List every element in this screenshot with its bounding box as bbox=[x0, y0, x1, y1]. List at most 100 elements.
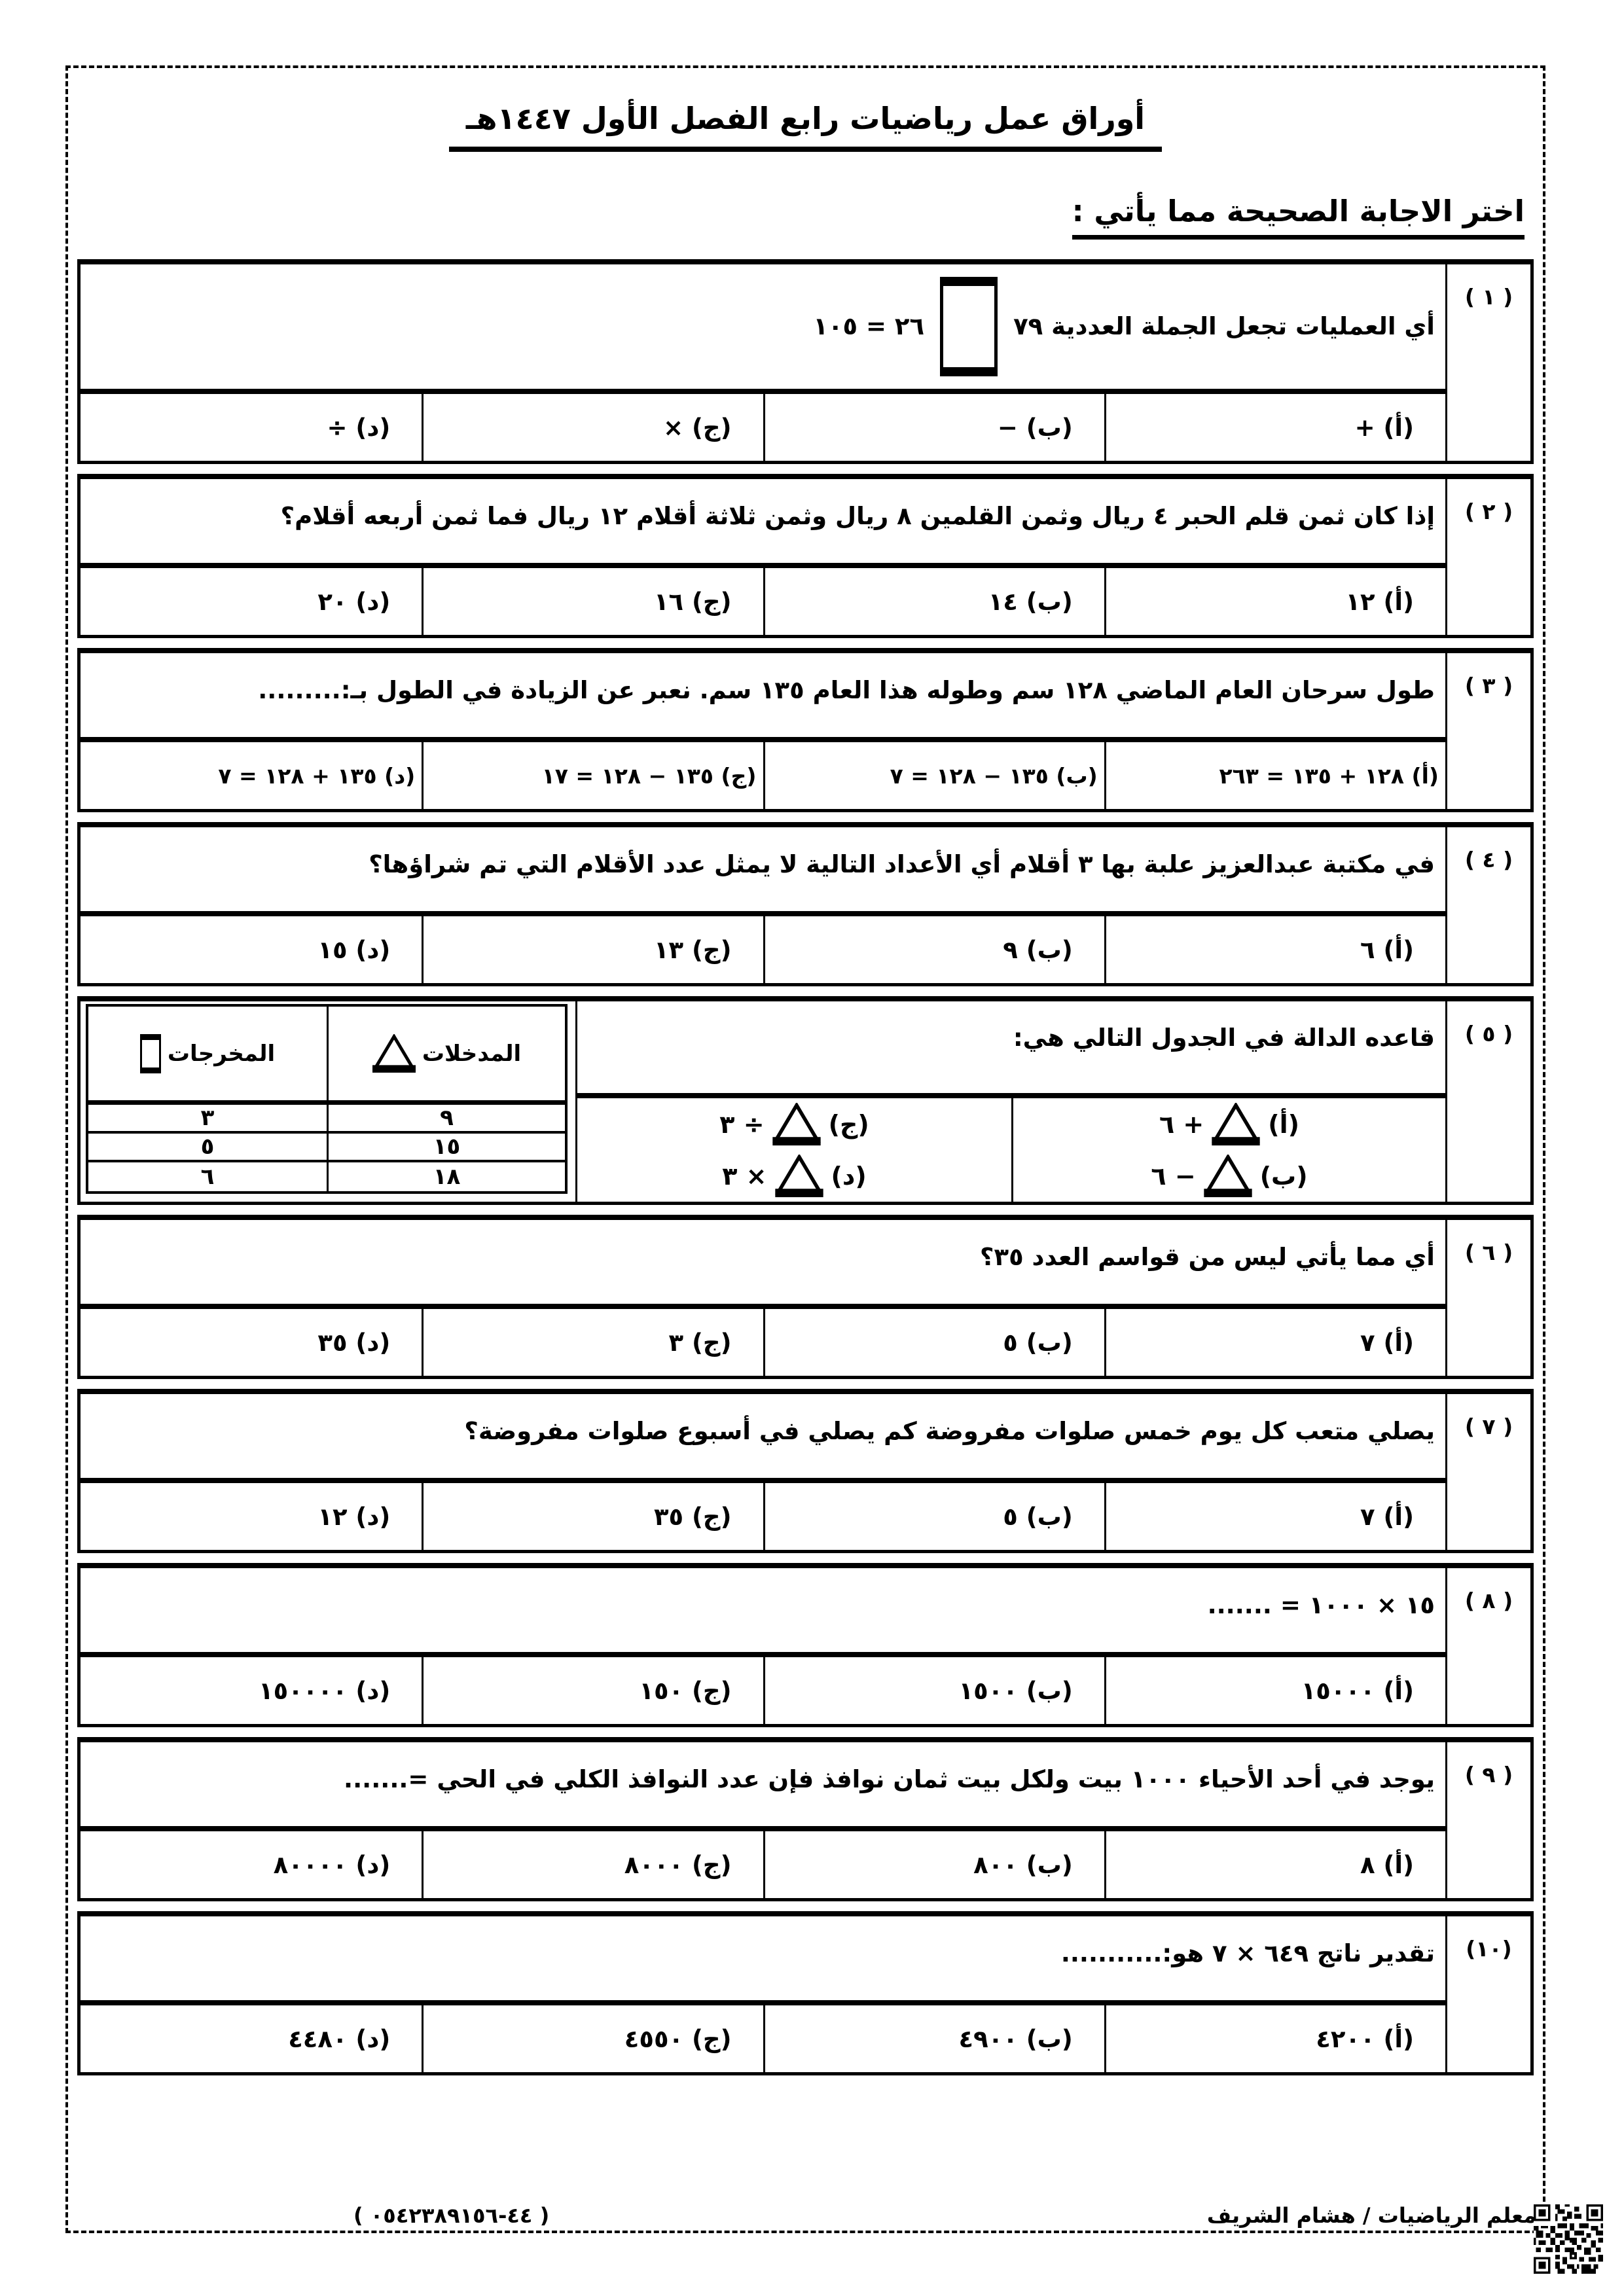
options-row: (أ) ٧ (ب) ٥ (ج) ٣٥ (د) ١٢ bbox=[81, 1483, 1445, 1550]
header: أوراق عمل رياضيات رابع الفصل الأول ١٤٤٧ه… bbox=[77, 101, 1534, 152]
option-b: (ب) ٨٠٠ bbox=[763, 1831, 1104, 1898]
empty-box-symbol bbox=[940, 277, 998, 376]
option-d: (د) ٢٠ bbox=[317, 587, 391, 616]
inputs-header-label: المدخلات bbox=[422, 1040, 522, 1067]
option-a: (أ) + bbox=[1104, 394, 1445, 461]
option-a: (أ) ١٢ bbox=[1104, 568, 1445, 635]
question-block-5: ( ٥ ) قاعده الدالة في الجدول التالي هي: … bbox=[77, 996, 1534, 1205]
triangle-input-icon bbox=[774, 1154, 823, 1197]
option-expression: − ٦ bbox=[1151, 1161, 1196, 1191]
question-main: إذا كان ثمن قلم الحبر ٤ ريال وثمن القلمي… bbox=[81, 479, 1445, 635]
question-text-after-box: ٢٦ = ١٠٥ bbox=[813, 312, 925, 341]
table-cell-input: ١٥ bbox=[327, 1134, 565, 1162]
option-b: (ب) − bbox=[763, 394, 1104, 461]
question-text-before-box: أي العمليات تجعل الجملة العددية ٧٩ bbox=[1013, 312, 1435, 341]
question-number: ( ٧ ) bbox=[1445, 1394, 1530, 1550]
question-main: تقدير ناتج ٦٤٩ × ٧ هو:........... (أ) ٤٢… bbox=[81, 1916, 1445, 2072]
option-expression: × ٣ bbox=[722, 1161, 767, 1191]
question-main: طول سرحان العام الماضي ١٢٨ سم وطوله هذا … bbox=[81, 653, 1445, 809]
footer: معلم الرياضيات / هشام الشريف ( ٤٤-٠٥٤٢٣٨… bbox=[0, 2203, 1536, 2228]
question-text: يصلي متعب كل يوم خمس صلوات مفروضة كم يصل… bbox=[81, 1394, 1445, 1483]
option-expression: ÷ ٣ bbox=[719, 1109, 765, 1139]
option-d: (د) ٨٠٠٠٠ bbox=[273, 1850, 391, 1879]
triangle-input-icon bbox=[772, 1102, 821, 1145]
question-number: ( ٥ ) bbox=[1445, 1001, 1530, 1202]
question-number: ( ٩ ) bbox=[1445, 1742, 1530, 1898]
page-title: أوراق عمل رياضيات رابع الفصل الأول ١٤٤٧ه… bbox=[448, 101, 1163, 152]
question-block-7: ( ٧ ) يصلي متعب كل يوم خمس صلوات مفروضة … bbox=[77, 1389, 1534, 1553]
question-text: قاعده الدالة في الجدول التالي هي: bbox=[577, 1001, 1445, 1098]
qr-code bbox=[1534, 2204, 1603, 2274]
options-row: (أ) ١٢ (ب) ١٤ (ج) ١٦ (د) ٢٠ bbox=[81, 568, 1445, 635]
option-a: (أ) ١٢٨ + ١٣٥ = ٢٦٣ bbox=[1104, 742, 1445, 809]
option-expression: + ٦ bbox=[1159, 1109, 1204, 1139]
table-header-outputs: المخرجات bbox=[88, 1007, 327, 1105]
option-label: (أ) bbox=[1268, 1109, 1300, 1139]
option-d: (د) ١٢ bbox=[317, 1502, 391, 1531]
option-label: (ج) bbox=[828, 1109, 869, 1139]
question-main: قاعده الدالة في الجدول التالي هي: (أ) + … bbox=[575, 1001, 1445, 1202]
option-label: (ب) bbox=[1259, 1161, 1308, 1191]
question-text: يوجد في أحد الأحياء ١٠٠٠ بيت ولكل بيت ثم… bbox=[81, 1742, 1445, 1831]
option-a: (أ) ٨ bbox=[1104, 1831, 1445, 1898]
question-text: تقدير ناتج ٦٤٩ × ٧ هو:........... bbox=[81, 1916, 1445, 2005]
option-d: (د) ١٥ bbox=[317, 935, 391, 964]
question-block-9: ( ٩ ) يوجد في أحد الأحياء ١٠٠٠ بيت ولكل … bbox=[77, 1737, 1534, 1901]
question-main: ١٥ × ١٠٠٠ = ....... (أ) ١٥٠٠٠ (ب) ١٥٠٠ (… bbox=[81, 1568, 1445, 1724]
question-block-3: ( ٣ ) طول سرحان العام الماضي ١٢٨ سم وطول… bbox=[77, 648, 1534, 812]
triangle-input-icon bbox=[372, 1033, 416, 1073]
footer-phone: ( ٤٤-٠٥٤٢٣٨٩١٥٦ ) bbox=[353, 2203, 550, 2228]
option-b: (ب) − ٦ bbox=[1011, 1150, 1445, 1202]
table-cell-output: ٦ bbox=[200, 1164, 215, 1190]
option-b: (ب) ١٥٠٠ bbox=[763, 1657, 1104, 1724]
option-a: (أ) ١٥٠٠٠ bbox=[1104, 1657, 1445, 1724]
option-b: (ب) ٩ bbox=[763, 916, 1104, 983]
option-d: (د) ١٥٠٠٠٠ bbox=[259, 1676, 391, 1705]
rectangle-output-icon bbox=[139, 1033, 161, 1073]
question-block-1: ( ١ ) أي العمليات تجعل الجملة العددية ٧٩… bbox=[77, 259, 1534, 464]
question-block-10: (١٠) تقدير ناتج ٦٤٩ × ٧ هو:........... (… bbox=[77, 1911, 1534, 2075]
option-c: (ج) ٣٥ bbox=[422, 1483, 763, 1550]
question-block-4: ( ٤ ) في مكتبة عبدالعزيز علبة بها ٣ أقلا… bbox=[77, 822, 1534, 986]
question-number: ( ١ ) bbox=[1445, 264, 1530, 461]
option-d: (د) ÷ bbox=[327, 413, 391, 442]
option-a: (أ) ٦ bbox=[1104, 916, 1445, 983]
question-main: في مكتبة عبدالعزيز علبة بها ٣ أقلام أي ا… bbox=[81, 827, 1445, 983]
option-a: (أ) ٤٢٠٠ bbox=[1104, 2005, 1445, 2072]
options-row: (أ) ١٢٨ + ١٣٥ = ٢٦٣ (ب) ١٣٥ − ١٢٨ = ٧ (ج… bbox=[81, 742, 1445, 809]
footer-teacher: معلم الرياضيات / هشام الشريف bbox=[1206, 2203, 1536, 2228]
triangle-input-icon bbox=[1212, 1102, 1261, 1145]
instruction-row: اختر الاجابة الصحيحة مما يأتي : bbox=[77, 194, 1525, 240]
instruction-text: اختر الاجابة الصحيحة مما يأتي : bbox=[1072, 194, 1525, 240]
page-content: أوراق عمل رياضيات رابع الفصل الأول ١٤٤٧ه… bbox=[68, 68, 1543, 2075]
option-label: (د) bbox=[831, 1161, 867, 1191]
function-table: المدخلات المخرجات ٩ ٣ ١٥ ٥ ١٨ ٦ bbox=[86, 1004, 568, 1194]
option-d: (د) × ٣ bbox=[577, 1150, 1011, 1202]
question-main: أي العمليات تجعل الجملة العددية ٧٩ ٢٦ = … bbox=[81, 264, 1445, 461]
question-number: ( ٨ ) bbox=[1445, 1568, 1530, 1724]
question-block-8: ( ٨ ) ١٥ × ١٠٠٠ = ....... (أ) ١٥٠٠٠ (ب) … bbox=[77, 1563, 1534, 1727]
question-text: إذا كان ثمن قلم الحبر ٤ ريال وثمن القلمي… bbox=[81, 479, 1445, 568]
question-number: ( ٤ ) bbox=[1445, 827, 1530, 983]
options-row: (أ) ٧ (ب) ٥ (ج) ٣ (د) ٣٥ bbox=[81, 1309, 1445, 1376]
option-c: (ج) ١٣ bbox=[422, 916, 763, 983]
question-number: ( ٣ ) bbox=[1445, 653, 1530, 809]
question-main: يصلي متعب كل يوم خمس صلوات مفروضة كم يصل… bbox=[81, 1394, 1445, 1550]
question-text: أي العمليات تجعل الجملة العددية ٧٩ ٢٦ = … bbox=[81, 264, 1445, 394]
option-c: (ج) ١٦ bbox=[422, 568, 763, 635]
options-row: (أ) ٦ (ب) ٩ (ج) ١٣ (د) ١٥ bbox=[81, 916, 1445, 983]
options-row: (أ) ٤٢٠٠ (ب) ٤٩٠٠ (ج) ٤٥٥٠ (د) ٤٤٨٠ bbox=[81, 2005, 1445, 2072]
option-d: (د) ٣٥ bbox=[317, 1328, 391, 1357]
options-row: (أ) + (ب) − (ج) × (د) ÷ bbox=[81, 394, 1445, 461]
table-header-inputs: المدخلات bbox=[327, 1007, 565, 1105]
option-a: (أ) ٧ bbox=[1104, 1483, 1445, 1550]
table-cell-output: ٥ bbox=[88, 1134, 327, 1162]
option-b: (ب) ٤٩٠٠ bbox=[763, 2005, 1104, 2072]
outputs-header-label: المخرجات bbox=[167, 1040, 276, 1067]
option-c: (ج) ÷ ٣ bbox=[577, 1098, 1011, 1150]
function-table-area: المدخلات المخرجات ٩ ٣ ١٥ ٥ ١٨ ٦ bbox=[81, 1001, 575, 1202]
option-c: (ج) ١٥٠ bbox=[422, 1657, 763, 1724]
question-block-6: ( ٦ ) أي مما يأتي ليس من قواسم العدد ٣٥؟… bbox=[77, 1215, 1534, 1379]
option-d: (د) ٤٤٨٠ bbox=[288, 2024, 391, 2053]
